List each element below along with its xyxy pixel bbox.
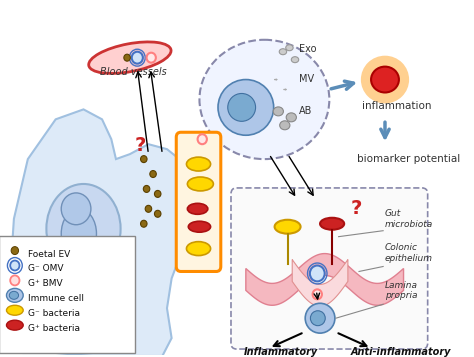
Ellipse shape [46,184,120,273]
FancyBboxPatch shape [231,188,428,349]
Circle shape [145,205,152,212]
Text: ?: ? [135,136,146,155]
Text: Gut
microbiota: Gut microbiota [385,209,433,229]
Text: G⁻ OMV: G⁻ OMV [28,265,64,273]
Ellipse shape [7,320,23,330]
Circle shape [141,156,147,162]
FancyArrowPatch shape [284,89,286,90]
Ellipse shape [273,107,283,116]
Text: Foetal EV: Foetal EV [28,250,70,258]
Ellipse shape [61,209,97,258]
FancyBboxPatch shape [176,132,221,271]
Text: G⁺ bacteria: G⁺ bacteria [28,324,80,333]
Text: ?: ? [351,199,362,218]
Circle shape [10,261,19,271]
Ellipse shape [187,203,208,214]
Ellipse shape [286,45,293,51]
Text: AB: AB [299,106,312,116]
Ellipse shape [7,305,23,315]
Ellipse shape [371,67,399,92]
Text: Blood vessels: Blood vessels [100,66,167,77]
Circle shape [313,290,322,299]
Ellipse shape [274,220,301,234]
Text: G⁺ BMV: G⁺ BMV [28,280,63,288]
Ellipse shape [279,49,287,55]
Ellipse shape [286,113,296,122]
Ellipse shape [280,121,290,130]
Text: inflammation: inflammation [362,101,431,111]
FancyBboxPatch shape [0,236,135,353]
Text: Immune cell: Immune cell [28,294,84,303]
Ellipse shape [186,157,210,171]
Ellipse shape [9,291,18,299]
Polygon shape [9,109,200,356]
Circle shape [141,220,147,227]
Text: Anti-inflammatory: Anti-inflammatory [351,347,451,357]
Text: Exo: Exo [299,44,316,54]
Ellipse shape [305,303,335,333]
Ellipse shape [187,177,213,191]
Polygon shape [246,253,403,305]
Circle shape [150,171,156,177]
Ellipse shape [320,218,344,230]
Ellipse shape [188,221,210,232]
Polygon shape [292,260,348,306]
Text: Lamina
propria: Lamina propria [385,281,418,300]
Text: Inflammatory: Inflammatory [244,347,318,357]
Circle shape [146,53,156,62]
Circle shape [155,210,161,217]
Ellipse shape [292,57,299,62]
Ellipse shape [89,42,171,74]
Circle shape [143,185,150,192]
Ellipse shape [310,311,325,326]
Ellipse shape [228,94,255,121]
Text: Colonic
epithelium: Colonic epithelium [385,243,433,262]
Ellipse shape [186,242,210,256]
Circle shape [10,276,19,285]
Ellipse shape [361,56,409,104]
Text: biomarker potential: biomarker potential [357,154,460,164]
Circle shape [132,52,143,64]
FancyArrowPatch shape [274,79,277,80]
Text: G⁻ bacteria: G⁻ bacteria [28,309,80,318]
Circle shape [61,193,91,225]
Circle shape [310,266,325,281]
Ellipse shape [7,288,23,302]
Circle shape [198,134,207,144]
Circle shape [124,54,130,61]
Circle shape [11,247,18,255]
Ellipse shape [218,80,273,135]
Circle shape [155,190,161,197]
Ellipse shape [200,40,329,159]
Text: MV: MV [299,74,314,84]
